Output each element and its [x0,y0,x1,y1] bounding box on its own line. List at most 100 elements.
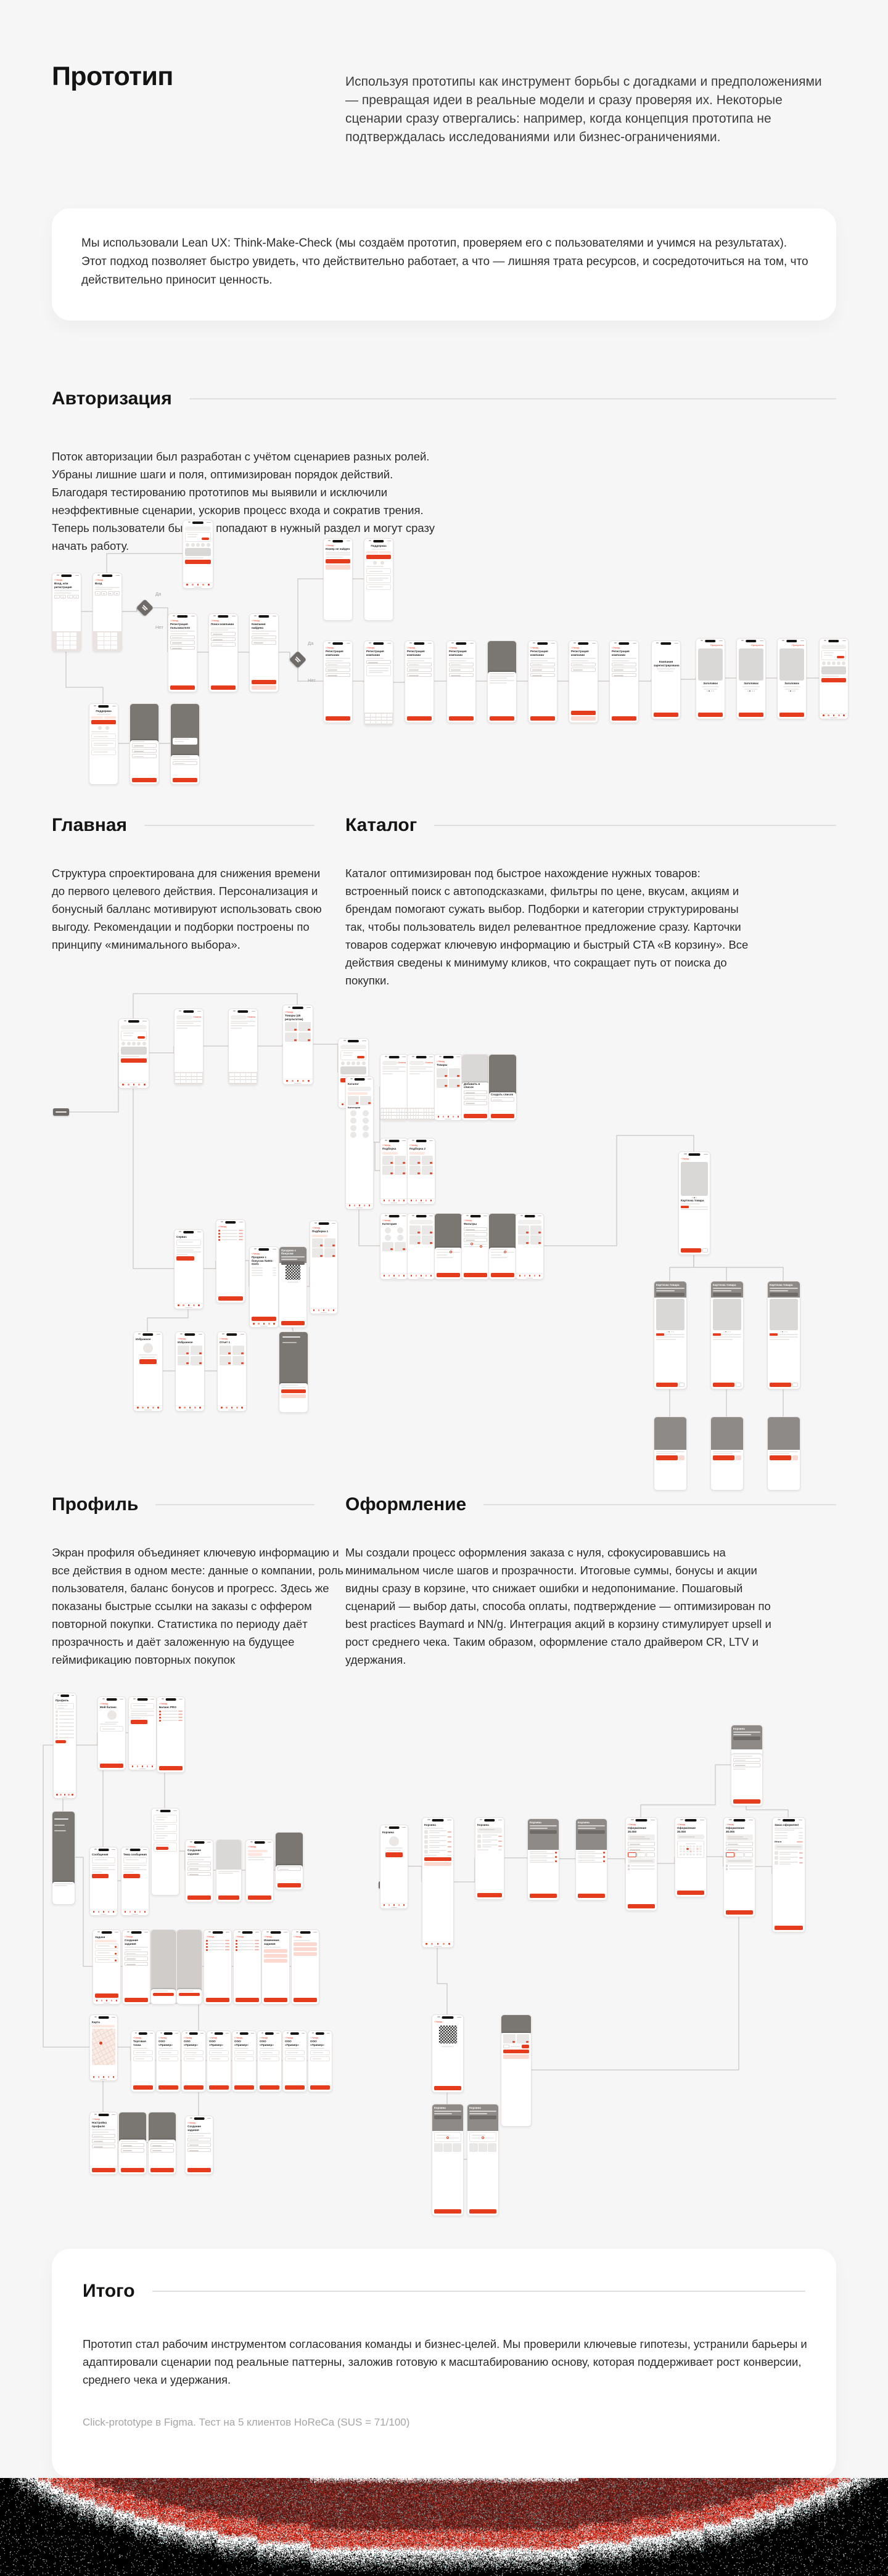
phone-screen-cartdark: Корзина [527,1818,559,1900]
phone-screen-listpale: ‹ Назад [245,1839,274,1902]
phone-screen-grid [516,1213,544,1280]
phone-screen-cards [151,1808,179,1895]
phone-screen-form: ‹ Назад Создание задания [185,1839,213,1902]
phone-screen-grid: ‹ Назад Отчет 1 [217,1331,247,1412]
section-title-summary: Итого [83,2281,135,2301]
checkout-paragraph: Мы создали процесс оформления заказа с н… [345,1546,771,1666]
phone-screen-filters: ‹ Назад Фильтры [461,1213,490,1280]
phone-screen-sheetform [275,1832,303,1890]
profile-checkout-flow-diagram: Профиль ‹ Назад Мой баланс ‹ Назад Баланс PR… [0,1688,888,2230]
phone-screen-darkfilter [434,1213,462,1280]
phone-screen-info: ‹ Назад Номер не найден [323,538,353,621]
phone-screen-qr: Продажа с бонусом [279,1246,307,1328]
section-title-catalog: Каталог [345,815,417,835]
phone-screen-checkoutcal: ‹ Назад Оформление 30.000 [675,1817,707,1897]
lean-ux-callout-card: Мы использовали Lean UX: Think-Make-Chec… [52,208,836,321]
phone-screen-productdark [767,1417,800,1490]
divider [189,398,836,399]
phone-screen-searchkb: Отмена [407,1054,435,1121]
section-title-auth: Авторизация [52,388,172,409]
phone-screen-pointcard: ‹ Назад ООО «Пример» [207,2030,231,2092]
phone-screen-checkout: ‹ Назад Оформление 30.000 [625,1817,657,1911]
phone-screen-qrpay: ‹ Назад [432,2014,464,2093]
phone-screen-product: ‹ Назад Карточка товара [678,1151,710,1255]
phone-screen-recsheet [501,2014,532,2127]
phone-screen-pointcard: ‹ Назад ООО «Пример» [308,2030,332,2092]
main-catalog-flow-diagram: Отмена Отмена ‹ Назад Товары (45 результато… [0,985,888,1497]
phone-screen-productdark [654,1417,687,1490]
phone-screen-supportdark2 [170,703,200,785]
phone-screen-form: ‹ Назад Регистрация компании [323,640,353,723]
phone-screen-tasks: Задачи [92,1929,121,2005]
phone-screen-success: Заказ оформлен! Итого [772,1817,805,1932]
section-header-checkout: Оформление [345,1494,836,1515]
phone-screen-form: ‹ Назад Настройка профиля [89,2112,118,2175]
divider [483,1504,836,1505]
callout-text: Мы использовали Lean UX: Think-Make-Chec… [81,237,808,287]
phone-screen-home [819,638,849,719]
phone-screen-cartslider: Корзина [432,2104,464,2216]
phone-screen-longlist: Профиль [53,1693,76,1799]
phone-screen-form: ‹ Назад Регистрация компании [609,640,639,723]
main-paragraph: Структура спроектирована для снижения вр… [52,867,322,951]
phone-screen-pointcard: ‹ Назад ООО «Пример» [232,2030,257,2092]
phone-screen-cart: Корзина [475,1817,504,1900]
phone-screen-listred: ‹ Назад [204,1929,232,2005]
phone-screen-listred: ‹ Назад [233,1929,261,2005]
phone-screen-pointcard: ‹ Назад Торговая точка [131,2030,155,2092]
phone-screen-grid2: ‹ Назад Подборка 1 [310,1221,338,1314]
glitch-noise-footer [0,2478,888,2576]
auth-flow-diagram: ‹ Назад Вход, или регистрация ‹ Назад Вход ‹… [0,520,888,794]
section-title-checkout: Оформление [345,1494,467,1515]
section-header-summary: Итого [83,2281,805,2302]
phone-screen-pointcard: ‹ Назад ООО «Пример» [181,2030,206,2092]
phone-screen-darklist [487,640,517,723]
phone-screen-catgrid: ‹ Назад Категория [380,1213,408,1280]
section-header-main: Главная [52,815,314,836]
phone-screen-form: ‹ Назад Создание задания [122,1929,150,2005]
phone-screen-home [118,1018,149,1089]
phone-screen-grid: ‹ Назад Избранное [175,1331,205,1412]
phone-screen-categories: Каталог Категории [345,1076,374,1209]
phone-screen-form: ‹ Назад Регистрация компании [528,640,557,723]
phone-screen-form: ‹ Назад Регистрация компании [446,640,476,723]
phone-screen-list: Сообщения [89,1847,118,1916]
flow-tag [53,1108,69,1116]
phone-screen-sheetform: Создать список [488,1054,517,1121]
summary-card: Итого Прототип стал рабочим инструментом… [52,2249,836,2478]
divider [434,825,836,826]
phone-screen-supportdark [130,703,159,785]
flow-edge-label: Да [155,591,162,597]
page-title: Прототип [52,62,173,91]
phone-screen-pointcard: ‹ Назад ООО «Пример» [156,2030,181,2092]
flow-edge-label: Да [308,640,314,646]
section-header-auth: Авторизация [52,388,836,409]
phone-screen-cartslider: Корзина [467,2104,499,2216]
phone-screen-keypad: ‹ Назад Вход [92,573,122,652]
phone-screen-form: ‹ Назад Регистрация компании [405,640,434,723]
phone-screen-map: Карта [89,2014,118,2081]
intro-paragraph: Используя прототипы как инструмент борьб… [345,75,822,144]
phone-screen-pointcard: ‹ Назад ООО «Пример» [257,2030,282,2092]
phone-screen-palebtns: ‹ Назад [291,1929,319,2005]
phone-screen-grid2: ‹ Назад Подборка 2 [407,1138,435,1204]
profile-paragraph: Экран профиля объединяет ключевую информ… [52,1546,343,1666]
phone-screen-empty: Корзина [380,1825,408,1909]
catalog-paragraph: Каталог оптимизирован под быстрое нахожд… [345,867,749,987]
section-title-main: Главная [52,815,128,835]
phone-screen-sheetlist: Добавить в список [461,1054,490,1121]
phone-screen-pointcard: ‹ Назад ООО «Пример» [282,2030,307,2092]
phone-screen-support: Поддержка [364,538,393,621]
section-header-profile: Профиль [52,1494,314,1515]
phone-screen-onboard: Пропустить Заголовок [736,638,766,719]
phone-screen-searchkb: Отмена [174,1008,204,1085]
phone-screen-grid: ‹ Назад Товары (45 результатов) [282,1005,313,1085]
phone-screen-form2: ‹ Назад Регистрация компании [569,640,598,723]
phone-screen-searchkb: Отмена [228,1008,258,1085]
flow-edge-label: Нет [308,677,316,683]
phone-screen-form: ‹ Назад Поиск компании [208,613,238,692]
phone-screen-darkfilter [488,1213,517,1280]
phone-screen-listred: ‹ Назад Баланс PRO [157,1696,185,1773]
phone-screen-form: ‹ Назад Создание задания [185,2116,213,2175]
phone-screen-list: Сервис [174,1229,204,1309]
